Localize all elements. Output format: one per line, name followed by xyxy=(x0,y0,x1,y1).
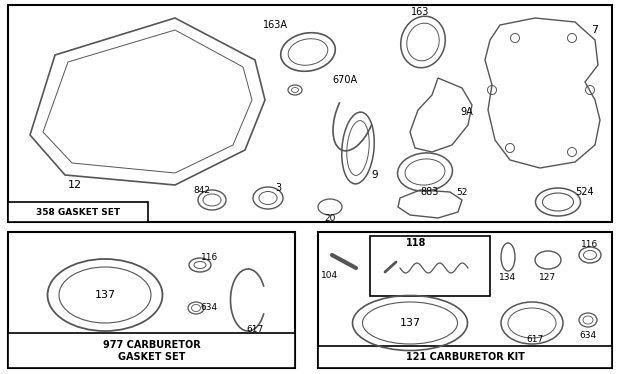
Text: 118: 118 xyxy=(406,238,426,248)
Text: 116: 116 xyxy=(202,254,219,263)
Text: 104: 104 xyxy=(321,270,339,279)
Text: 617: 617 xyxy=(246,325,264,334)
Text: 121 CARBURETOR KIT: 121 CARBURETOR KIT xyxy=(405,352,525,362)
Text: 12: 12 xyxy=(68,180,82,190)
Text: 634: 634 xyxy=(200,303,218,313)
Bar xyxy=(8,202,148,222)
Bar xyxy=(318,346,612,368)
Text: 163: 163 xyxy=(411,7,429,17)
Bar xyxy=(8,333,295,368)
Text: 9A: 9A xyxy=(461,107,474,117)
Bar xyxy=(370,236,490,296)
Bar xyxy=(8,5,612,222)
Text: 524: 524 xyxy=(575,187,593,197)
Text: 52: 52 xyxy=(456,187,467,196)
Text: 137: 137 xyxy=(94,290,115,300)
Text: 3: 3 xyxy=(275,183,281,193)
Text: 634: 634 xyxy=(580,331,596,340)
Text: 116: 116 xyxy=(582,239,599,248)
Text: 137: 137 xyxy=(399,318,420,328)
Text: 163A: 163A xyxy=(262,20,288,30)
Text: 617: 617 xyxy=(526,335,544,344)
Text: 134: 134 xyxy=(500,273,516,282)
Bar xyxy=(318,232,612,368)
Text: 670A: 670A xyxy=(332,75,358,85)
Text: 20: 20 xyxy=(324,214,335,223)
Text: 9: 9 xyxy=(371,170,378,180)
Text: 127: 127 xyxy=(539,273,557,282)
Text: 977 CARBURETOR
GASKET SET: 977 CARBURETOR GASKET SET xyxy=(103,340,200,362)
Text: 842: 842 xyxy=(193,186,211,194)
Bar xyxy=(8,232,295,368)
Text: 7: 7 xyxy=(591,25,598,35)
Text: 883: 883 xyxy=(421,187,439,197)
Text: 358 GASKET SET: 358 GASKET SET xyxy=(36,208,120,217)
